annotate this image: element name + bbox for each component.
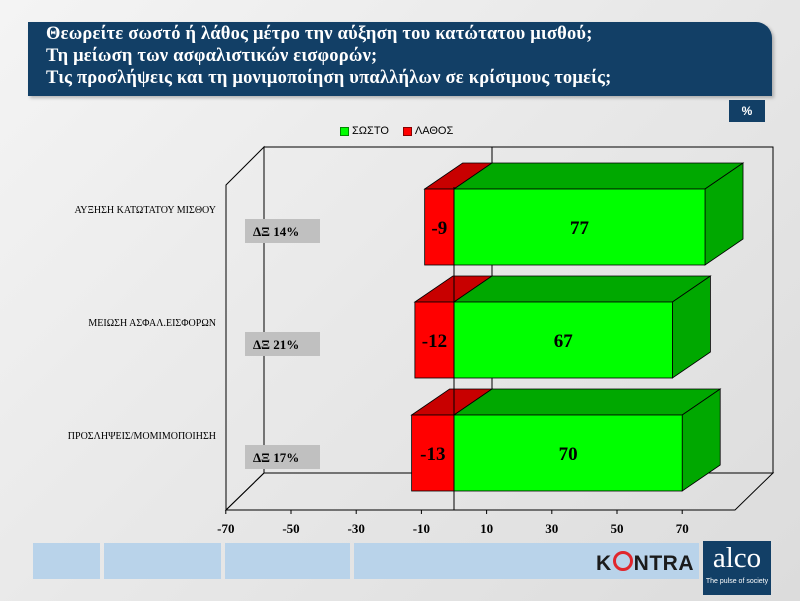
bar-correct-top [452, 162, 745, 190]
title-line-2: Τη μείωση των ασφαλιστικών εισφορών; [46, 46, 378, 66]
dx-label: ΔΞ 21% [253, 337, 299, 352]
bar-correct [453, 414, 683, 492]
title-banner: Θεωρείτε σωστό ή λάθος μέτρο την αύξηση … [28, 22, 772, 96]
x-tick-label: -70 [217, 521, 234, 536]
alco-logo-name: alco [712, 542, 762, 574]
legend-item-correct: ΣΩΣΤΟ [340, 125, 389, 137]
bar-wrong [424, 188, 455, 266]
data-label-correct: 77 [570, 218, 590, 239]
footer-bar-4 [354, 543, 699, 579]
bar-correct [453, 301, 673, 379]
footer-bar-1 [33, 543, 100, 579]
bar-wrong [414, 301, 455, 379]
x-tick-label: -30 [348, 521, 365, 536]
legend-label-wrong: ΛΑΘΟΣ [414, 125, 454, 137]
category-label: ΑΥΞΗΣΗ ΚΑΤΩΤΑΤΟΥ ΜΙΣΘΟΥ [75, 205, 216, 216]
legend-label-correct: ΣΩΣΤΟ [352, 125, 389, 137]
legend-swatch-correct [340, 126, 349, 136]
dx-label: ΔΞ 17% [253, 450, 299, 465]
alco-logo-tagline: The pulse of society [705, 578, 769, 585]
x-tick-label: 10 [480, 521, 493, 536]
bar-wrong [411, 414, 455, 492]
dx-box [245, 332, 320, 356]
units-badge: % [729, 100, 765, 122]
title-line-3: Τις προσλήψεις και τη μονιμοποίηση υπαλλ… [46, 68, 612, 88]
data-label-wrong: -13 [420, 444, 445, 465]
footer-bar-2 [104, 543, 221, 579]
data-label-wrong: -9 [431, 218, 447, 239]
bar-correct-top [452, 275, 712, 303]
bar-correct [453, 188, 706, 266]
kontra-logo-k: K [596, 552, 612, 575]
alco-logo: alco The pulse of society [703, 541, 771, 595]
data-label-correct: 70 [559, 444, 578, 465]
kontra-ring-icon [612, 551, 633, 571]
x-tick-label: 50 [611, 521, 624, 536]
dx-box [245, 445, 320, 469]
data-label-wrong: -12 [422, 331, 447, 352]
category-label: ΜΕΙΩΣΗ ΑΣΦΑΛ.ΕΙΣΦΟΡΩΝ [88, 318, 216, 329]
title-line-1: Θεωρείτε σωστό ή λάθος μέτρο την αύξηση … [46, 24, 593, 44]
kontra-logo-rest: NTRA [633, 552, 694, 575]
x-tick-label: 70 [676, 521, 689, 536]
dx-box [245, 219, 320, 243]
x-tick-label: -50 [282, 521, 299, 536]
bar-correct-top [452, 388, 722, 416]
legend-item-wrong: ΛΑΘΟΣ [402, 125, 454, 137]
dx-label: ΔΞ 14% [253, 224, 299, 239]
footer-bar-3 [225, 543, 350, 579]
data-label-correct: 67 [554, 331, 574, 352]
category-label: ΠΡΟΣΛΗΨΕΙΣ/ΜΟΜΙΜΟΠΟΙΗΣΗ [68, 431, 216, 442]
chart-legend: ΣΩΣΤΟ ΛΑΘΟΣ [340, 124, 467, 138]
x-tick-label: -10 [413, 521, 430, 536]
x-tick-label: 30 [545, 521, 558, 536]
chart-floor [224, 472, 775, 511]
legend-swatch-wrong [402, 126, 412, 136]
kontra-logo: K NTRA [596, 551, 694, 576]
